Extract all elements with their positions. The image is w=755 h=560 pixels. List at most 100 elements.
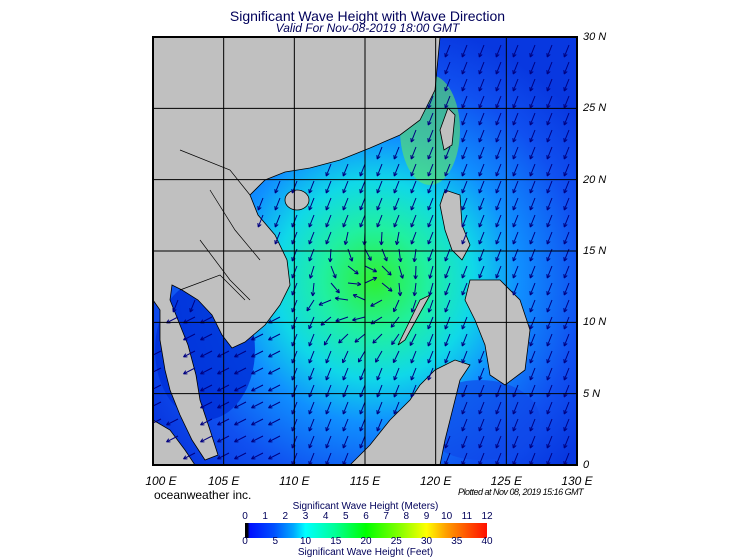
wave-direction-arrow <box>342 180 349 194</box>
wave-direction-arrow <box>200 384 213 392</box>
palawan <box>397 294 431 346</box>
wave-direction-arrow <box>478 44 485 58</box>
wave-direction-arrow <box>478 112 485 126</box>
wave-direction-arrow <box>200 333 213 341</box>
wave-direction-arrow <box>310 282 316 297</box>
wave-direction-arrow <box>461 231 468 245</box>
wave-direction-arrow <box>444 78 451 92</box>
wave-direction-arrow <box>529 112 536 126</box>
colorbar-meter-tick: 3 <box>302 511 309 522</box>
wave-direction-arrow <box>338 333 349 344</box>
wave-direction-arrow <box>354 333 366 343</box>
wave-direction-arrow <box>563 265 570 279</box>
wave-direction-arrow <box>376 367 383 381</box>
wave-direction-arrow <box>512 401 519 415</box>
wave-direction-arrow <box>393 197 400 211</box>
wave-direction-arrow <box>268 418 281 426</box>
wave-direction-arrow <box>495 163 502 177</box>
lat-label: 15 N <box>583 245 607 257</box>
wave-direction-arrow <box>563 163 570 177</box>
wave-direction-arrow <box>274 231 281 245</box>
wave-direction-arrow <box>347 265 359 275</box>
wave-direction-arrow <box>478 61 485 75</box>
wave-direction-arrow <box>325 163 332 177</box>
wave-direction-arrow <box>529 316 536 330</box>
wave-direction-arrow <box>461 78 468 92</box>
wave-direction-arrow <box>512 78 519 92</box>
wave-direction-arrow <box>563 333 570 347</box>
wave-direction-arrow <box>461 146 468 160</box>
wave-direction-arrow <box>427 180 434 194</box>
wave-direction-arrow <box>563 78 570 92</box>
wave-direction-arrow <box>563 418 570 432</box>
wave-direction-arrow <box>410 180 417 194</box>
wave-direction-arrow <box>546 265 553 279</box>
wave-direction-arrow <box>376 163 383 177</box>
colorbar-meter-tick: 8 <box>403 511 410 522</box>
lat-label: 5 N <box>583 387 601 400</box>
wave-direction-arrow <box>529 367 536 381</box>
wave-direction-arrow <box>495 61 502 75</box>
colorbar-feet-tick: 5 <box>272 536 279 547</box>
wave-direction-arrow <box>268 401 281 409</box>
wave-direction-arrow <box>342 435 349 449</box>
wave-direction-arrow <box>391 333 400 346</box>
wave-direction-arrow <box>461 401 468 415</box>
wave-direction-arrow <box>495 418 502 432</box>
colorbar-meter-tick: 0 <box>242 511 248 522</box>
land <box>153 37 531 465</box>
lon-label: 120 E <box>419 474 452 488</box>
wave-direction-arrow <box>428 282 434 296</box>
wave-direction-arrow <box>359 197 366 211</box>
wave-direction-arrow <box>410 367 417 381</box>
wave-direction-arrow <box>234 350 247 358</box>
wave-direction-arrow <box>341 350 349 364</box>
wave-direction-arrow <box>268 435 281 443</box>
wave-direction-arrow <box>200 418 213 426</box>
wave-direction-arrow <box>478 435 485 449</box>
mainland-asia <box>153 37 441 461</box>
wave-direction-arrow <box>330 282 340 294</box>
wave-direction-arrow <box>376 401 383 415</box>
colorbar-meter-tick: 11 <box>461 511 473 522</box>
wave-direction-arrow <box>478 367 485 381</box>
wave-direction-arrow <box>546 299 553 313</box>
wave-direction-arrow <box>308 333 315 347</box>
wave-direction-arrow <box>529 282 536 296</box>
wave-direction-arrow <box>352 316 366 322</box>
wave-direction-arrow <box>478 350 485 364</box>
wave-direction-arrow <box>393 163 400 177</box>
wave-direction-arrow <box>512 44 519 58</box>
lat-label: 0 <box>583 459 590 471</box>
wave-direction-arrow <box>413 265 418 280</box>
wave-direction-arrow <box>512 112 519 126</box>
wave-direction-arrow <box>325 401 332 415</box>
wave-direction-arrow <box>444 180 451 194</box>
wave-direction-arrow <box>359 367 366 381</box>
wave-direction-arrow <box>153 350 162 358</box>
wave-direction-arrow <box>427 129 434 143</box>
wave-direction-arrow <box>461 95 468 109</box>
wave-direction-arrow <box>410 163 417 177</box>
wave-direction-arrow <box>325 180 332 194</box>
wave-direction-arrow <box>172 299 179 313</box>
wave-direction-arrow <box>546 78 553 92</box>
wave-direction-arrow <box>478 146 485 160</box>
wave-direction-arrow <box>325 231 332 245</box>
wave-direction-arrow <box>512 180 519 194</box>
wave-direction-arrow <box>512 418 519 432</box>
colorbar-meter-tick: 7 <box>383 511 389 522</box>
lon-label: 105 E <box>207 474 240 488</box>
wave-direction-arrow <box>546 112 553 126</box>
wave-direction-arrow <box>495 265 502 279</box>
wave-direction-arrow <box>461 435 468 449</box>
wave-direction-arrow <box>251 452 264 460</box>
wave-direction-arrow <box>376 146 383 160</box>
wave-direction-arrow <box>444 316 451 330</box>
wave-direction-arrow <box>427 214 434 228</box>
wave-direction-arrow <box>563 214 570 228</box>
wave-direction-arrow <box>234 367 247 375</box>
wave-direction-arrow <box>359 180 366 194</box>
wave-direction-arrow <box>495 44 502 58</box>
wave-direction-arrow <box>398 265 404 279</box>
